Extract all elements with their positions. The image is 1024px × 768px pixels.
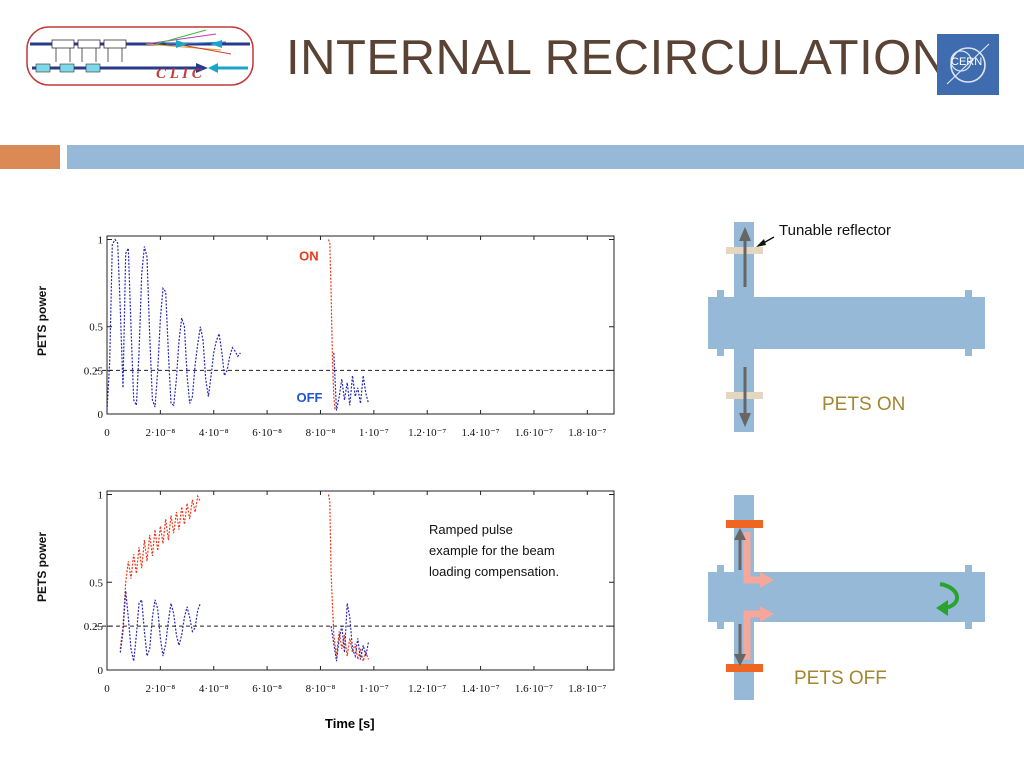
cern-logo: CERN [937, 34, 999, 95]
y-tick-label: 0 [98, 409, 104, 421]
series-line [330, 603, 370, 662]
chart-annotation: ON [299, 248, 319, 263]
up-arrow-icon [734, 528, 746, 570]
pets-off-diagram [708, 495, 985, 700]
y-tick-label: 0.25 [84, 365, 104, 377]
flow-arrow-icon [743, 532, 774, 588]
chart-ramped-pulse: 0 2·10⁻⁸ 4·10⁻⁸ 6·10⁻⁸ 8·10⁻⁸ 1·10⁻⁷ 1.2·10⁻⁷ 1… [35, 490, 615, 695]
cern-logo-text: CERN [951, 56, 982, 68]
x-tick-label: 1.6·10⁻⁷ [515, 427, 553, 439]
slide-title: INTERNAL RECIRCULATION [286, 31, 948, 85]
x-tick-label: 0 [104, 683, 110, 695]
annotation-line: example for the beam [429, 543, 555, 558]
tunable-reflector-label: Tunable reflector [779, 222, 892, 239]
pets-on-diagram [708, 222, 985, 432]
x-tick-label: 2·10⁻⁸ [145, 683, 175, 695]
x-axis-title: Time [s] [325, 716, 375, 731]
right-flange [965, 565, 972, 629]
down-arrow-icon [734, 624, 746, 666]
x-tick-label: 2·10⁻⁸ [145, 427, 175, 439]
annotation-line: Ramped pulse [429, 522, 513, 537]
y-axis-title: PETS power [35, 286, 49, 356]
right-flange [965, 290, 972, 356]
x-tick-label: 4·10⁻⁸ [199, 427, 229, 439]
bottom-reflector [726, 664, 763, 672]
x-tick-label: 1.8·10⁻⁷ [568, 427, 606, 439]
x-tick-label: 1·10⁻⁷ [359, 427, 389, 439]
y-tick-label: 0 [98, 665, 104, 677]
series-line [119, 590, 201, 662]
y-tick-label: 0.25 [84, 621, 104, 633]
annotation-line: loading compensation. [429, 564, 560, 579]
x-tick-label: 8·10⁻⁸ [306, 427, 336, 439]
series-line [327, 494, 370, 664]
x-tick-label: 1.6·10⁻⁷ [515, 683, 553, 695]
x-tick-label: 1·10⁻⁷ [359, 683, 389, 695]
x-tick-label: 1.4·10⁻⁷ [462, 427, 500, 439]
plot-frame [106, 235, 615, 415]
down-arrow-icon [739, 367, 751, 427]
x-tick-label: 6·10⁻⁸ [252, 427, 282, 439]
y-tick-label: 1 [98, 234, 104, 246]
ramped-pulse-annotation: Ramped pulse example for the beam loadin… [429, 519, 609, 582]
flow-arrow-icon [743, 606, 774, 660]
series-line [333, 352, 370, 411]
series-line [327, 239, 336, 411]
left-flange [717, 290, 724, 356]
accent-bar-orange [0, 145, 60, 169]
x-tick-label: 1.2·10⁻⁷ [408, 683, 446, 695]
x-tick-label: 1.2·10⁻⁷ [408, 427, 446, 439]
x-tick-label: 8·10⁻⁸ [306, 683, 336, 695]
y-tick-label: 1 [98, 490, 104, 502]
x-tick-label: 6·10⁻⁸ [252, 683, 282, 695]
x-tick-label: 1.4·10⁻⁷ [462, 683, 500, 695]
pointer-arrow-icon [756, 236, 775, 247]
up-arrow-icon [739, 227, 751, 287]
clic-logo-text: C L I C [156, 66, 203, 82]
chart-annotation: OFF [296, 390, 322, 405]
clic-logo: C L I C [26, 26, 254, 86]
series-line [106, 238, 241, 411]
left-flange [717, 565, 724, 629]
x-tick-label: 1.8·10⁻⁷ [568, 683, 606, 695]
x-tick-label: 4·10⁻⁸ [199, 683, 229, 695]
x-tick-label: 0 [104, 427, 110, 439]
pets-on-label: PETS ON [822, 394, 906, 415]
y-tick-label: 0.5 [89, 322, 103, 334]
y-axis-title: PETS power [35, 532, 49, 602]
recirculation-arrow-icon [936, 582, 959, 616]
y-tick-label: 0.5 [89, 577, 103, 589]
accent-bar-blue [67, 145, 1024, 169]
chart-pets-on-off: 0 2·10⁻⁸ 4·10⁻⁸ 6·10⁻⁸ 8·10⁻⁸ 1·10⁻⁷ 1.2·10⁻⁷ 1… [35, 234, 615, 439]
plot-frame [106, 490, 615, 671]
series-line [119, 494, 201, 649]
top-reflector [726, 520, 763, 528]
horizontal-waveguide [708, 297, 985, 349]
pets-off-label: PETS OFF [794, 668, 887, 689]
